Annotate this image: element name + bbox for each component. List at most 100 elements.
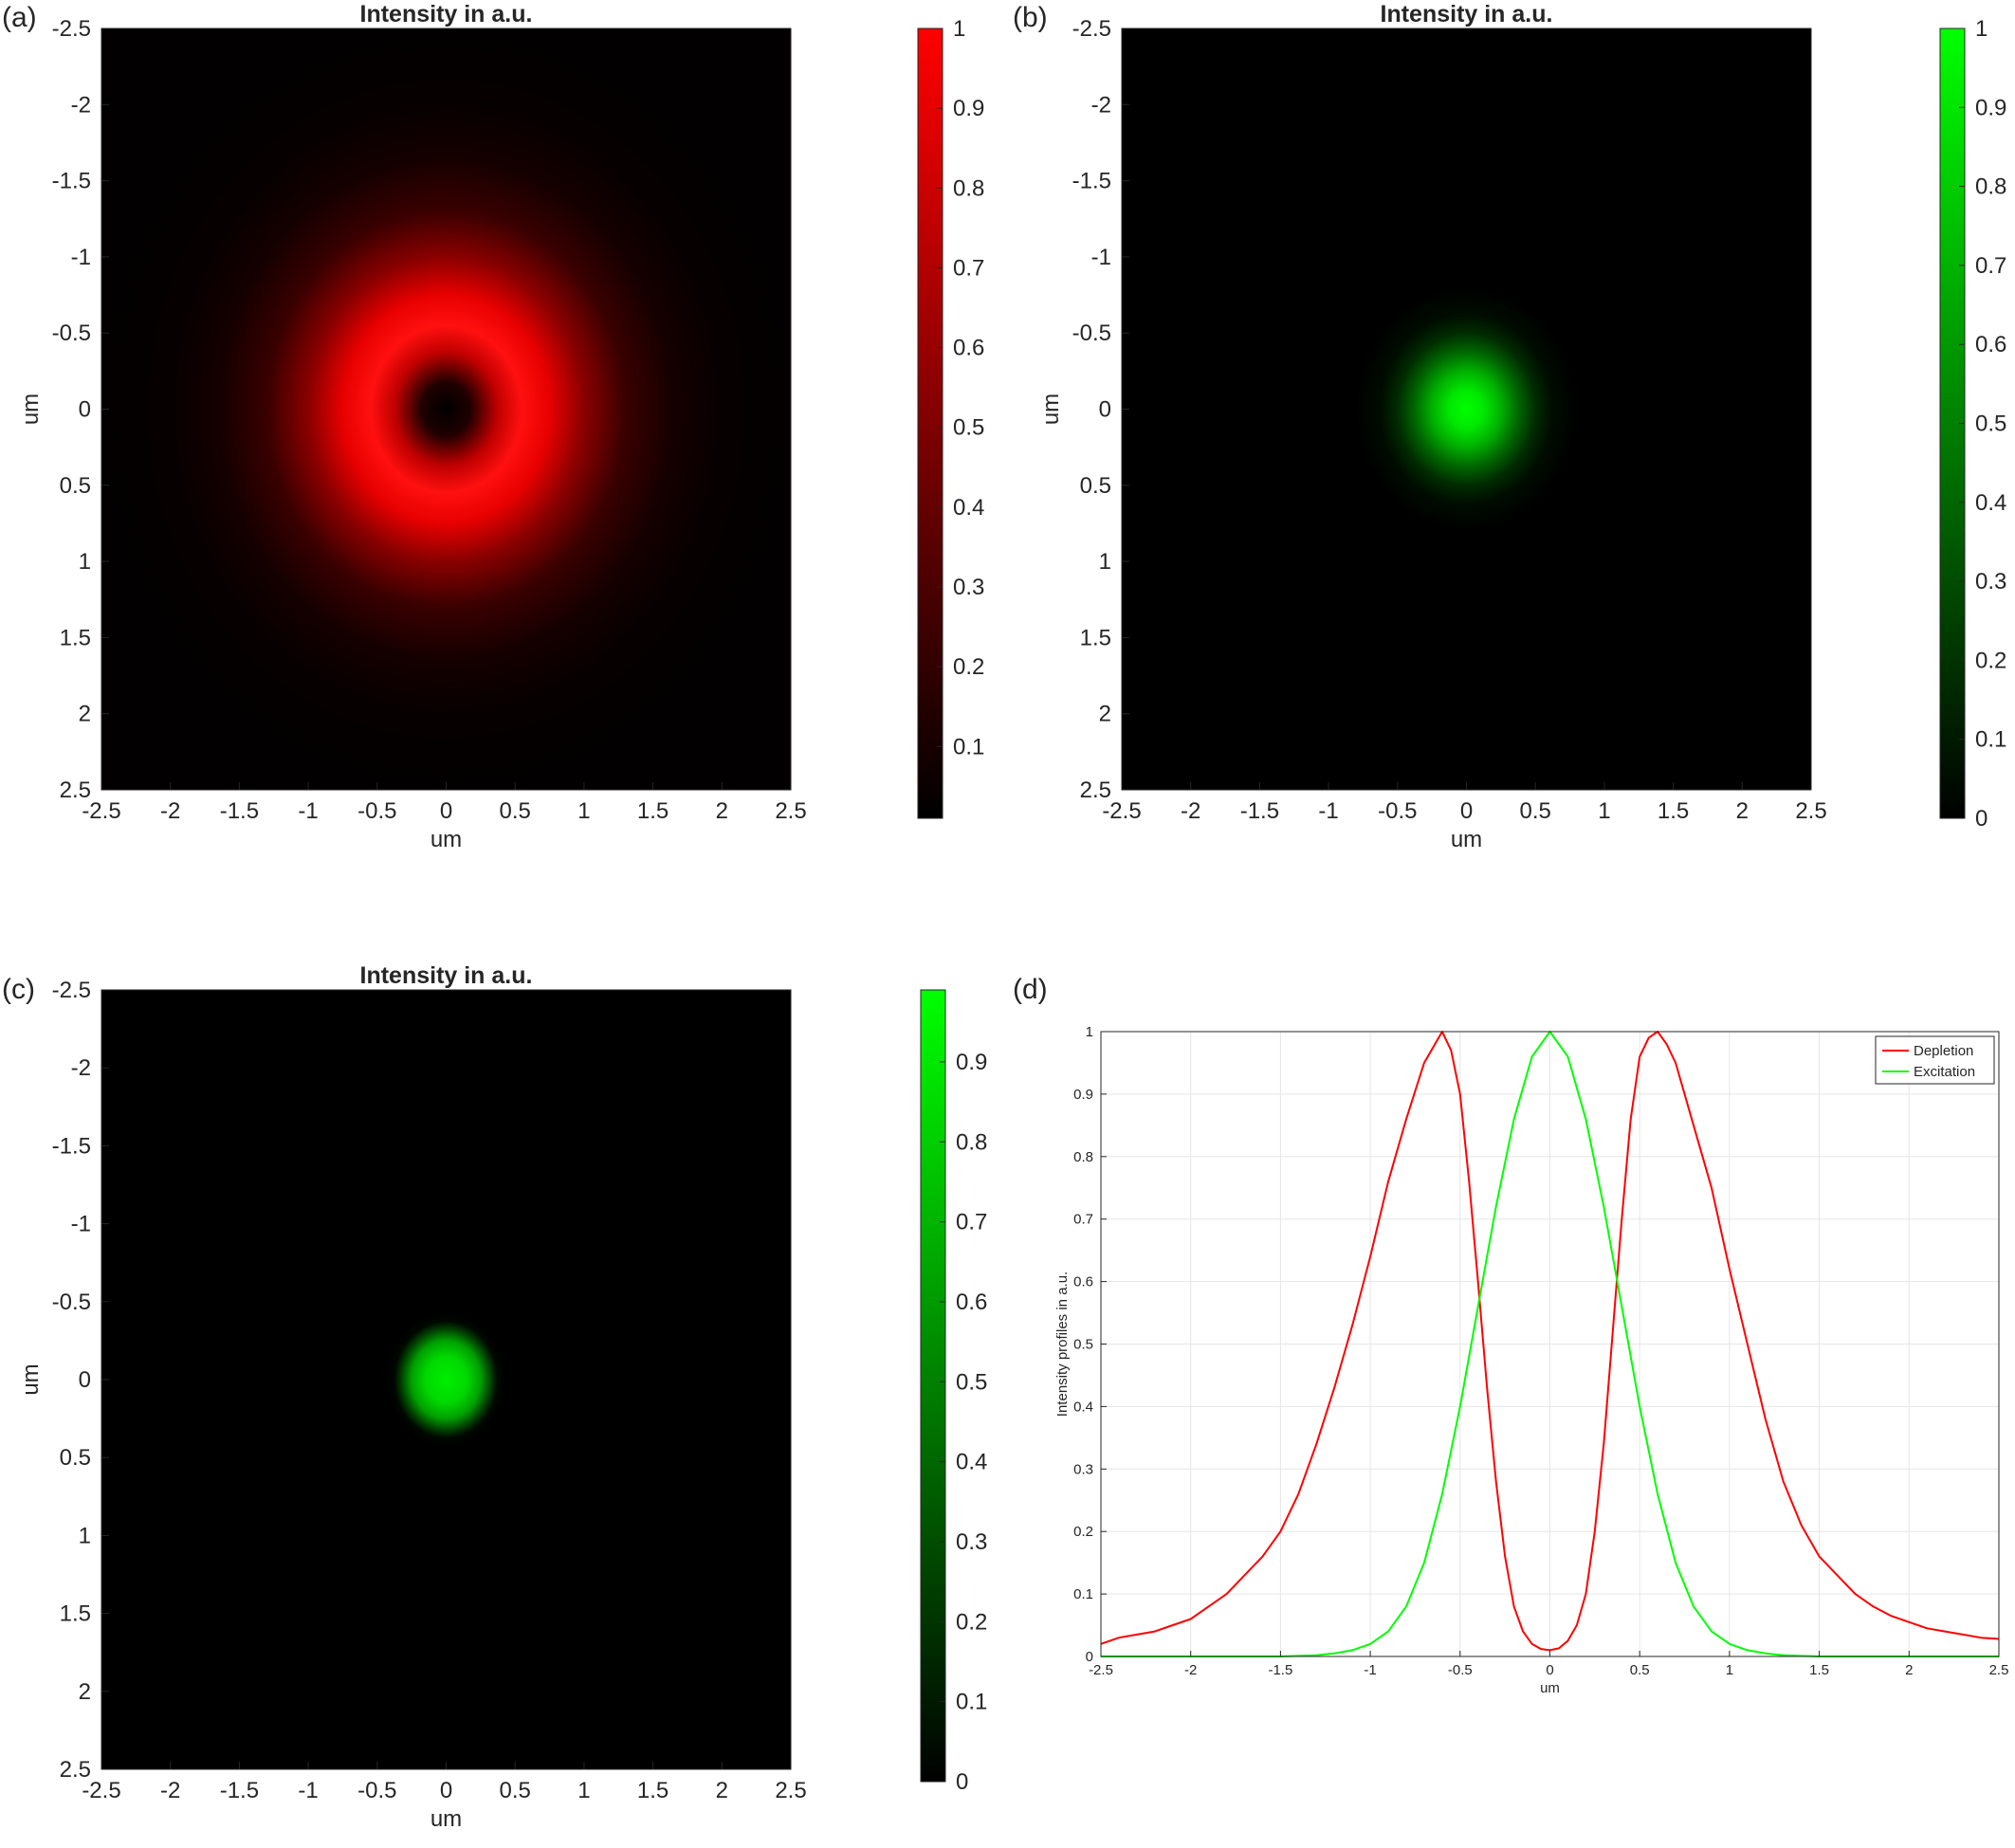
- x-tick-label: -2: [1184, 1662, 1197, 1678]
- x-tick-label: 1: [577, 1778, 590, 1803]
- x-tick-label: -2.5: [1102, 798, 1141, 824]
- y-tick-label: -1.5: [52, 1133, 91, 1159]
- line-panel-d: (d) -2.5 -2 -1.5 -1 -0.5 0 0.5 1 1.5 2 2.5 0 0.1 0.2 0.…: [1013, 974, 2008, 1696]
- x-tick-label: 1: [1598, 798, 1610, 824]
- panel-label: (d): [1013, 974, 1048, 1005]
- heatmap-panel-b: (b) Intensity in a.u. -2.5 -2 -1.5 -1 -0.5 0 0.5…: [1013, 1, 2006, 852]
- colorbar-tick-label: 0.4: [956, 1450, 987, 1475]
- x-tick-label: 2.5: [775, 1778, 806, 1803]
- x-tick-label: 0.5: [1520, 798, 1551, 824]
- x-tick-label: 1.5: [637, 1778, 669, 1803]
- colorbar-tick-label: 0.7: [956, 1210, 987, 1235]
- colorbar-tick-label: 0.6: [953, 336, 984, 361]
- y-tick-label: 1: [79, 1523, 91, 1548]
- y-axis-label: um: [1038, 393, 1064, 425]
- legend: Depletion Excitation: [1875, 1035, 1995, 1085]
- x-tick-label: -0.5: [1378, 798, 1417, 824]
- colorbar-tick-label: 0.2: [956, 1609, 987, 1635]
- x-tick-label: -0.5: [1448, 1662, 1473, 1678]
- x-tick-label: 2.5: [1795, 798, 1826, 824]
- y-tick-label: 1: [1099, 549, 1111, 575]
- heatmap-panel-a: (a) Intensity in a.u. -2.5 -2 -1.5 -1 -0.5 0 0.5…: [2, 1, 984, 852]
- x-tick-label: 1.5: [637, 798, 669, 824]
- x-tick-label: 2: [1736, 798, 1749, 824]
- y-tick-label: 0.7: [1073, 1212, 1093, 1228]
- x-tick-label: 0: [1460, 798, 1473, 824]
- y-tick-label: 0: [79, 1367, 91, 1393]
- y-tick-label: 2.5: [60, 1757, 91, 1783]
- x-axis-label: um: [1451, 827, 1482, 852]
- panel-label: (b): [1013, 2, 1048, 33]
- x-tick-label: -1.5: [220, 1778, 259, 1803]
- intensity-image: [1122, 28, 1811, 790]
- x-tick-label: -2: [160, 1778, 180, 1803]
- x-tick-label: 1: [577, 798, 590, 824]
- colorbar-tick-label: 0.9: [953, 96, 984, 121]
- x-tick-label: -0.5: [357, 1778, 396, 1803]
- y-tick-label: 2.5: [1080, 778, 1111, 803]
- x-tick-label: 2.5: [775, 798, 806, 824]
- y-axis-label: um: [18, 1363, 44, 1395]
- legend-box: [1875, 1035, 1995, 1085]
- y-tick-label: -0.5: [1072, 320, 1111, 346]
- x-tick-label: -1: [1318, 798, 1338, 824]
- y-tick-label: 2: [1099, 702, 1111, 727]
- colorbar-tick-label: 0.9: [956, 1050, 987, 1075]
- colorbar-tick-label: 0.9: [1975, 95, 2006, 120]
- y-axis-label: Intensity profiles in a.u.: [1054, 1272, 1071, 1417]
- colorbar-tick-label: 0.2: [953, 654, 984, 680]
- y-tick-label: -1: [1091, 245, 1111, 270]
- panel-label: (c): [2, 974, 35, 1005]
- legend-entry: Depletion: [1914, 1043, 1973, 1059]
- y-tick-label: -0.5: [52, 320, 91, 346]
- x-tick-label: -2: [160, 798, 180, 824]
- colorbar-tick-label: 0.5: [953, 415, 984, 441]
- y-tick-label: -1.5: [52, 169, 91, 194]
- x-tick-label: 0: [1546, 1662, 1553, 1678]
- colorbar-tick-label: 0.3: [956, 1529, 987, 1555]
- x-tick-label: -2.5: [82, 1778, 120, 1803]
- x-tick-label: -1.5: [1240, 798, 1279, 824]
- y-tick-label: 1: [79, 549, 91, 575]
- y-tick-label: 0.4: [1073, 1399, 1093, 1415]
- colorbar-tick-label: 0.5: [1975, 412, 2006, 437]
- colorbar-tick-label: 0.2: [1975, 648, 2006, 673]
- x-tick-label: 1.5: [1809, 1662, 1829, 1678]
- y-tick-label: -1.5: [1072, 169, 1111, 194]
- x-tick-label: -2.5: [1089, 1662, 1113, 1678]
- x-tick-label: 2: [716, 1778, 728, 1803]
- x-tick-label: 0.5: [500, 1778, 531, 1803]
- y-tick-label: 2: [79, 702, 91, 727]
- colorbar-tick-label: 0.1: [956, 1690, 987, 1715]
- y-tick-label: 2.5: [60, 778, 91, 803]
- colorbar: [920, 989, 946, 1783]
- colorbar-tick-label: 0.1: [1975, 727, 2006, 753]
- y-tick-label: 0.5: [60, 1445, 91, 1471]
- colorbar-tick-label: 0.5: [956, 1369, 987, 1395]
- x-tick-label: 1.5: [1658, 798, 1689, 824]
- y-tick-label: 0.5: [1080, 473, 1111, 499]
- x-tick-label: 0.5: [1630, 1662, 1650, 1678]
- chart-title: Intensity in a.u.: [360, 1, 533, 27]
- intensity-image: [101, 28, 791, 790]
- colorbar-tick-label: 0.8: [956, 1129, 987, 1155]
- colorbar-tick-label: 0.6: [1975, 332, 2006, 357]
- colorbar-tick-label: 0.8: [953, 175, 984, 201]
- y-tick-label: 2: [79, 1679, 91, 1705]
- x-tick-label: 0.5: [500, 798, 531, 824]
- x-tick-label: -1.5: [1268, 1662, 1292, 1678]
- colorbar-tick-label: 0.4: [953, 495, 984, 521]
- y-tick-label: 1.5: [1080, 625, 1111, 650]
- x-axis-label: um: [1540, 1680, 1560, 1696]
- colorbar-tick-label: 1: [953, 16, 965, 42]
- y-tick-label: 0.3: [1073, 1461, 1093, 1477]
- y-tick-label: 0.8: [1073, 1149, 1093, 1165]
- y-tick-label: 0.2: [1073, 1524, 1093, 1540]
- colorbar-tick-label: 0.6: [956, 1290, 987, 1315]
- y-tick-label: 0: [79, 397, 91, 423]
- colorbar-tick-label: 0.3: [1975, 569, 2006, 595]
- y-tick-label: 0.5: [60, 473, 91, 499]
- series-line-depletion: [1100, 1031, 2000, 1652]
- x-tick-label: 2.5: [1989, 1662, 2009, 1678]
- y-tick-label: -1: [71, 245, 91, 270]
